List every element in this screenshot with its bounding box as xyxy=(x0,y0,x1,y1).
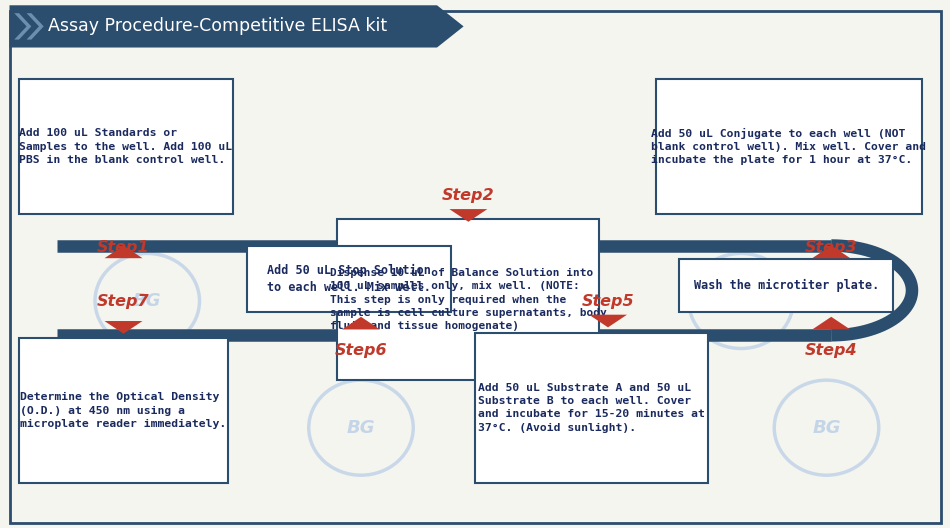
Text: BG: BG xyxy=(347,419,375,437)
Text: Step3: Step3 xyxy=(805,240,858,255)
Text: Add 100 uL Standards or
Samples to the well. Add 100 uL
PBS in the blank control: Add 100 uL Standards or Samples to the w… xyxy=(19,128,233,165)
Text: Step5: Step5 xyxy=(581,294,635,309)
Polygon shape xyxy=(812,317,850,329)
Text: BG: BG xyxy=(133,419,162,437)
Text: BG: BG xyxy=(727,292,755,310)
Polygon shape xyxy=(449,209,487,222)
Text: Add 50 uL Stop Solution
to each well. Mix well.: Add 50 uL Stop Solution to each well. Mi… xyxy=(267,263,431,294)
Polygon shape xyxy=(812,246,850,258)
Text: Determine the Optical Density
(O.D.) at 450 nm using a
microplate reader immedia: Determine the Optical Density (O.D.) at … xyxy=(20,392,227,429)
Polygon shape xyxy=(589,315,627,327)
FancyBboxPatch shape xyxy=(19,79,233,214)
Text: Add 50 uL Conjugate to each well (NOT
blank control well). Mix well. Cover and
i: Add 50 uL Conjugate to each well (NOT bl… xyxy=(651,128,926,165)
Text: BG: BG xyxy=(133,292,162,310)
Polygon shape xyxy=(27,13,44,40)
Text: Add 50 uL Substrate A and 50 uL
Substrate B to each well. Cover
and incubate for: Add 50 uL Substrate A and 50 uL Substrat… xyxy=(478,383,705,433)
Polygon shape xyxy=(342,317,380,329)
Polygon shape xyxy=(104,246,142,258)
Text: Step1: Step1 xyxy=(97,240,150,255)
Text: Dispense 10 uL of Balance Solution into
100 uL samples only, mix well. (NOTE:
Th: Dispense 10 uL of Balance Solution into … xyxy=(330,268,606,331)
FancyBboxPatch shape xyxy=(475,333,708,483)
Text: BG: BG xyxy=(451,292,480,310)
Text: BG: BG xyxy=(812,419,841,437)
Text: Step2: Step2 xyxy=(442,188,495,203)
FancyBboxPatch shape xyxy=(247,246,451,312)
FancyBboxPatch shape xyxy=(337,219,598,380)
FancyBboxPatch shape xyxy=(19,338,228,483)
Text: Assay Procedure-Competitive ELISA kit: Assay Procedure-Competitive ELISA kit xyxy=(48,17,387,35)
Text: Wash the microtiter plate.: Wash the microtiter plate. xyxy=(694,279,879,291)
FancyBboxPatch shape xyxy=(679,259,893,312)
Text: BG: BG xyxy=(575,419,603,437)
Polygon shape xyxy=(14,13,31,40)
FancyBboxPatch shape xyxy=(656,79,922,214)
Text: Step4: Step4 xyxy=(805,343,858,358)
Polygon shape xyxy=(10,5,464,48)
Text: Step6: Step6 xyxy=(334,343,388,358)
Polygon shape xyxy=(104,321,142,334)
Text: Step7: Step7 xyxy=(97,294,150,309)
